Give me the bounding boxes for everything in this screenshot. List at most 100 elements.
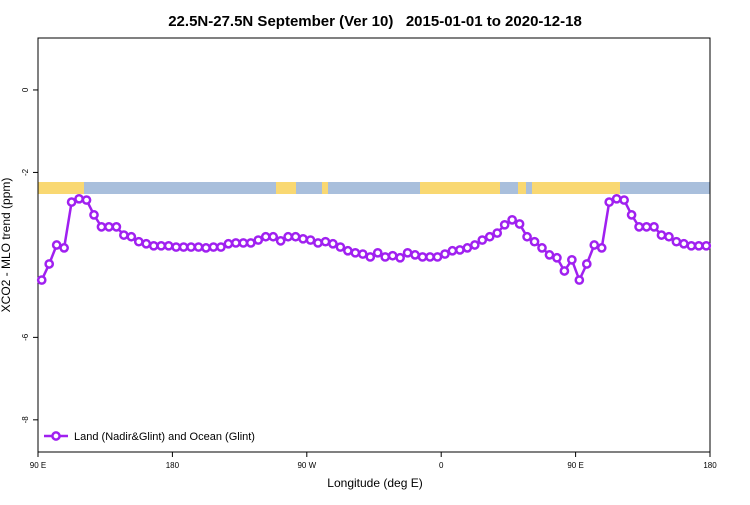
land-band: [322, 182, 328, 194]
data-point: [357, 249, 368, 259]
data-point: [260, 231, 271, 242]
data-point: [499, 219, 510, 230]
data-point: [89, 210, 99, 220]
data-point: [126, 231, 137, 242]
data-point: [298, 233, 308, 244]
data-point: [163, 240, 174, 251]
data-point: [133, 236, 144, 247]
x-tick-label: 180: [703, 461, 717, 470]
data-point: [686, 240, 697, 251]
data-point: [119, 230, 129, 240]
data-point: [395, 252, 405, 263]
data-point: [305, 235, 316, 245]
data-point: [656, 230, 667, 240]
data-point: [44, 259, 55, 269]
data-point: [74, 193, 84, 204]
x-tick-label: 0: [439, 461, 444, 470]
data-point: [104, 222, 114, 232]
data-point: [425, 252, 435, 262]
legend-label: Land (Nadir&Glint) and Ocean (Glint): [74, 431, 255, 443]
data-point: [693, 240, 704, 251]
data-point: [208, 242, 219, 252]
data-point: [701, 240, 712, 251]
data-point: [634, 222, 644, 232]
x-tick-label: 180: [166, 461, 180, 470]
y-tick-label: 0: [21, 87, 30, 92]
data-point: [268, 231, 279, 242]
data-point: [440, 249, 450, 259]
data-point: [141, 238, 152, 249]
data-point: [111, 222, 122, 232]
land-band: [532, 182, 620, 194]
data-point: [544, 250, 555, 260]
data-point: [537, 243, 547, 253]
data-point: [671, 236, 682, 247]
data-point: [589, 240, 600, 250]
data-point: [581, 259, 592, 269]
data-point: [402, 247, 413, 258]
data-point: [51, 240, 62, 250]
data-point: [328, 238, 338, 249]
data-point: [529, 236, 540, 247]
data-point: [320, 236, 331, 247]
y-tick-label: -8: [21, 416, 30, 424]
data-point: [148, 240, 159, 251]
data-point: [552, 252, 562, 263]
data-point: [469, 240, 480, 250]
data-point: [447, 245, 458, 256]
data-point: [343, 245, 353, 256]
y-axis-label: XCO2 - MLO trend (ppm): [0, 178, 13, 313]
data-point: [253, 235, 264, 245]
data-point: [574, 275, 585, 285]
data-point: [507, 214, 517, 225]
data-point: [387, 250, 398, 261]
data-point: [201, 243, 211, 253]
data-point: [455, 245, 465, 255]
data-point: [66, 197, 77, 207]
data-point: [171, 242, 181, 252]
data-point: [372, 247, 383, 258]
data-point: [81, 195, 92, 205]
x-tick-label: 90 E: [567, 461, 583, 470]
data-point: [186, 242, 196, 252]
data-point: [96, 222, 107, 232]
data-point: [664, 231, 674, 242]
data-point: [462, 243, 473, 253]
data-point: [59, 243, 69, 253]
data-point: [619, 195, 629, 205]
land-band: [420, 182, 500, 194]
data-point: [380, 252, 391, 262]
data-point: [596, 243, 607, 253]
data-point: [559, 266, 570, 276]
data-point: [522, 231, 532, 242]
data-point: [238, 238, 249, 248]
data-point: [283, 231, 293, 242]
data-point: [365, 252, 376, 262]
data-point: [432, 252, 443, 262]
legend-marker: [51, 431, 61, 441]
data-point: [484, 231, 495, 242]
x-tick-label: 90 E: [30, 461, 46, 470]
data-point: [156, 240, 167, 251]
data-point: [492, 228, 503, 238]
land-band: [276, 182, 296, 194]
data-point: [231, 238, 241, 248]
data-point: [611, 193, 622, 204]
data-point: [178, 242, 189, 252]
data-point: [641, 222, 652, 232]
map-strip: [38, 182, 710, 194]
data-point: [410, 250, 420, 260]
data-point: [290, 231, 301, 242]
land-band: [518, 182, 526, 194]
data-point: [604, 197, 615, 207]
data-point: [626, 210, 637, 220]
data-point: [477, 235, 488, 245]
y-tick-label: -6: [21, 333, 30, 341]
data-point: [335, 242, 346, 252]
data-point: [679, 238, 689, 249]
x-axis-label: Longitude (deg E): [327, 476, 422, 490]
data-point: [275, 236, 286, 246]
data-point: [350, 247, 361, 258]
data-point: [313, 238, 323, 248]
